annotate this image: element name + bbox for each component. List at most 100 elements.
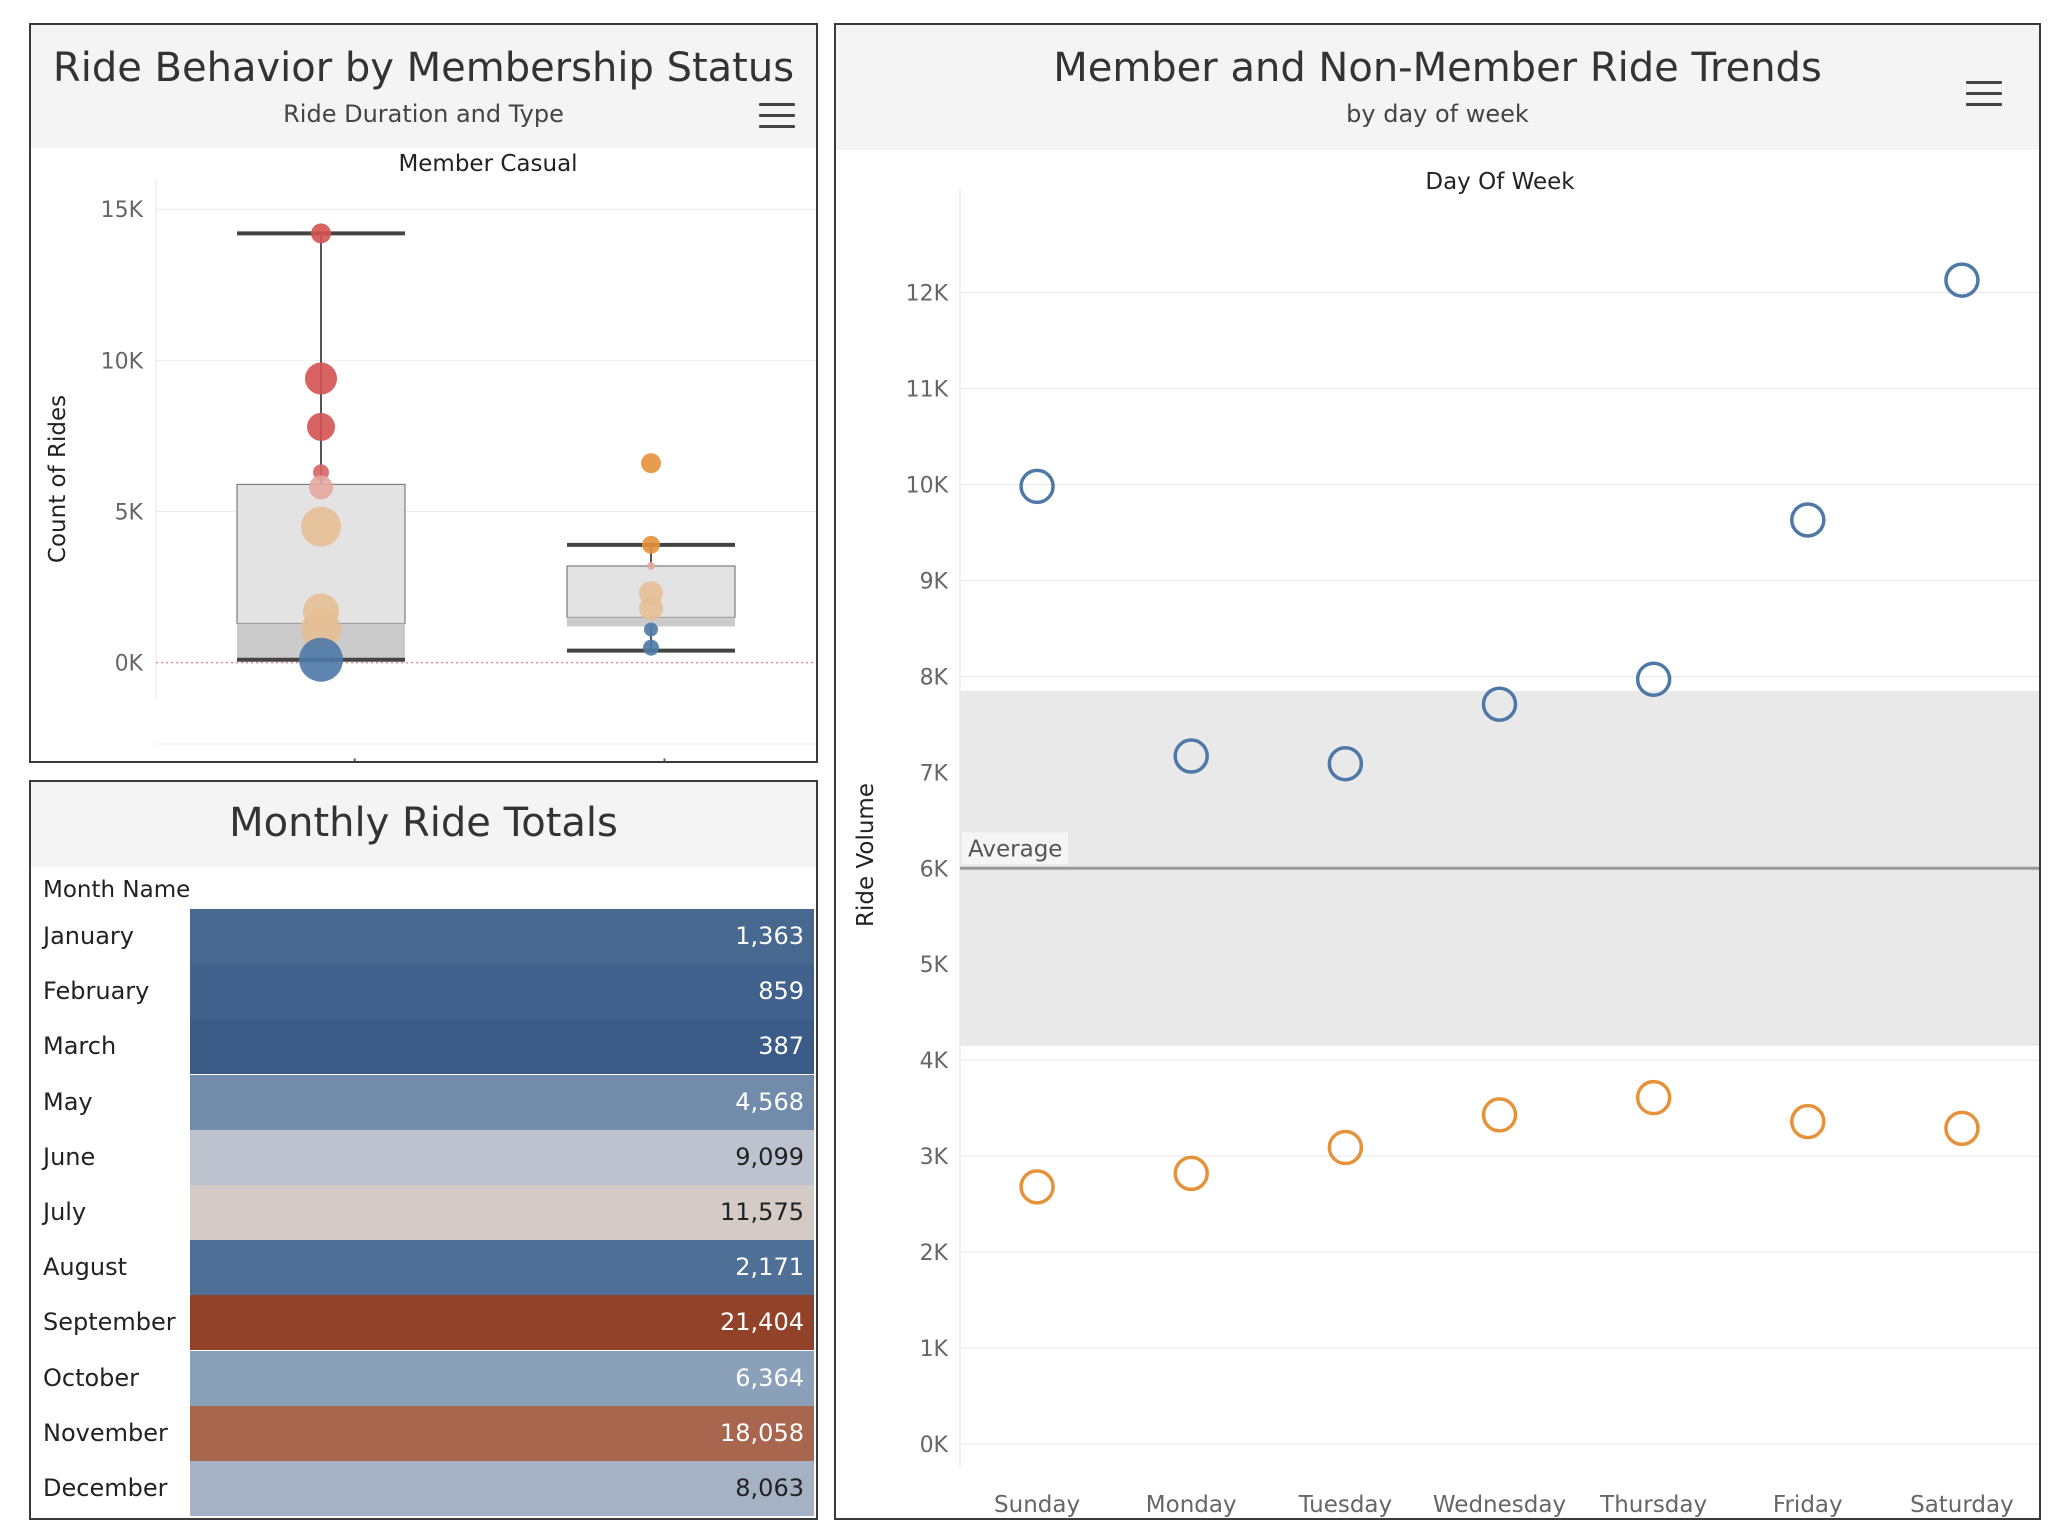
blue-series-point — [1944, 262, 1980, 298]
month-value-cell: 9,099 — [190, 1129, 814, 1185]
month-value-label: 8,063 — [735, 1474, 804, 1502]
blue-series-point — [1481, 686, 1518, 722]
blue-series-point — [1635, 661, 1672, 697]
y-tick-label: 0K — [920, 1433, 949, 1458]
month-value-cell: 6,364 — [190, 1350, 814, 1406]
box-plot-subtitle: Ride Duration and Type — [283, 100, 564, 128]
blue-series-point — [1173, 738, 1209, 774]
y-tick-label: 1K — [920, 1337, 949, 1362]
ride-trends-panel: Member and Non-Member Ride Trends by day… — [834, 23, 2041, 1520]
table-row: August 2,171 — [31, 1240, 814, 1296]
blue-series-point — [1790, 502, 1826, 538]
monthly-totals-header: Monthly Ride Totals — [31, 782, 816, 867]
orange-series-point — [1481, 1097, 1518, 1133]
hamburger-menu-icon[interactable] — [759, 103, 795, 129]
table-row: November 18,058 — [31, 1405, 814, 1461]
table-row: July 11,575 — [31, 1185, 814, 1240]
x-tick-label: Thursday — [1599, 1492, 1707, 1518]
month-value-label: 2,171 — [735, 1253, 804, 1282]
data-point — [307, 412, 335, 441]
month-name-cell: February — [43, 977, 150, 1006]
month-name-cell: December — [43, 1474, 168, 1502]
orange-series-point — [1173, 1155, 1209, 1192]
month-value-label: 9,099 — [735, 1142, 804, 1171]
month-value-label: 1,363 — [735, 922, 804, 950]
monthly-totals-table: January 1,363 February 859 March 387 May 4,568 J… — [31, 909, 814, 1516]
box-lower-half — [567, 617, 735, 627]
month-name-cell: September — [43, 1308, 176, 1337]
month-name-cell: November — [43, 1418, 168, 1447]
y-tick-label: 12K — [906, 282, 949, 307]
box-plot-title: Ride Behavior by Membership Status — [52, 45, 795, 91]
table-row: December 8,063 — [31, 1461, 814, 1516]
data-point — [301, 609, 341, 650]
average-label-bg — [962, 832, 1068, 865]
x-tick-label: Saturday — [1910, 1492, 2014, 1518]
chart-header-label: Day Of Week — [1425, 169, 1575, 195]
month-value-label: 6,364 — [735, 1363, 804, 1392]
table-row: October 6,364 — [31, 1350, 814, 1406]
ride-trends-chart: Day Of Week 0K 1K 2K 3K 4K 5K 6K 7K 8K 9K 10K 11K 12K… — [853, 169, 2039, 1518]
data-point — [309, 475, 333, 500]
month-value-label: 11,575 — [720, 1198, 804, 1226]
data-point — [299, 637, 343, 682]
month-value-cell: 18,058 — [190, 1405, 814, 1461]
x-tick-label: casual — [284, 756, 358, 761]
data-point — [643, 639, 659, 656]
y-tick-label: 9K — [920, 569, 949, 594]
y-tick-label: 11K — [906, 378, 949, 403]
y-tick-label: 7K — [920, 761, 949, 786]
month-value-cell: 1,363 — [190, 909, 814, 964]
y-tick-label: 2K — [920, 1241, 949, 1266]
y-axis-title: Ride Volume — [853, 783, 879, 927]
data-point — [301, 506, 341, 547]
table-row: May 4,568 — [31, 1074, 814, 1130]
blue-series-point — [1019, 468, 1055, 505]
monthly-totals-title: Monthly Ride Totals — [229, 800, 618, 846]
orange-series-point — [1019, 1169, 1055, 1205]
y-tick-label: 6K — [920, 857, 949, 882]
month-value-label: 21,404 — [720, 1308, 804, 1337]
ride-trends-header: Member and Non-Member Ride Trends by day… — [836, 25, 2039, 150]
data-point — [644, 622, 658, 637]
y-tick-label: 10K — [906, 473, 949, 498]
month-value-label: 859 — [758, 977, 804, 1006]
monthly-totals-panel: Monthly Ride Totals Month Name January 1,… — [29, 780, 818, 1520]
month-value-cell: 11,575 — [190, 1185, 814, 1240]
orange-series-point — [1327, 1129, 1364, 1166]
blue-series-point — [1327, 745, 1364, 782]
month-name-cell: June — [43, 1142, 96, 1171]
table-row: June 9,099 — [31, 1129, 814, 1185]
box-plot-header: Ride Behavior by Membership Status Ride … — [31, 25, 816, 148]
y-tick-label: 4K — [920, 1049, 949, 1074]
x-tick-label: Tuesday — [1298, 1492, 1393, 1518]
orange-series-point — [1790, 1103, 1826, 1140]
y-tick-label: 5K — [115, 501, 144, 526]
data-point — [311, 223, 331, 244]
x-tick-label: Wednesday — [1433, 1492, 1566, 1518]
data-point — [639, 596, 663, 621]
month-value-cell: 8,063 — [190, 1461, 814, 1516]
month-value-label: 4,568 — [735, 1087, 804, 1116]
y-tick-label: 0K — [115, 652, 144, 677]
hamburger-menu-icon[interactable] — [1966, 81, 2002, 107]
month-name-cell: May — [43, 1087, 93, 1116]
data-point — [641, 453, 661, 474]
data-point — [642, 535, 660, 554]
x-tick-label: Sunday — [994, 1492, 1080, 1518]
y-tick-label: 10K — [101, 349, 144, 374]
table-row: September 21,404 — [31, 1295, 814, 1351]
ride-trends-title: Member and Non-Member Ride Trends — [1053, 45, 1822, 91]
box-plot-panel: Ride Behavior by Membership Status Ride … — [29, 23, 818, 763]
y-tick-label: 15K — [101, 198, 144, 223]
month-value-cell: 387 — [190, 1019, 814, 1075]
month-value-label: 18,058 — [720, 1418, 804, 1447]
month-value-label: 387 — [758, 1032, 804, 1061]
x-tick-label: Friday — [1773, 1492, 1843, 1518]
x-tick-label: member — [602, 756, 700, 761]
month-name-cell: January — [43, 922, 134, 950]
data-point — [305, 362, 337, 395]
month-name-cell: July — [43, 1198, 87, 1226]
y-tick-label: 3K — [920, 1145, 949, 1170]
month-name-cell: October — [43, 1363, 140, 1392]
